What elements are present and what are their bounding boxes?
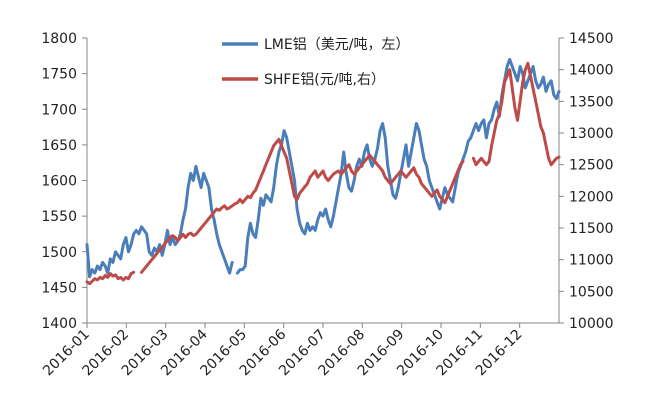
left-tick-label: 1800 [41, 31, 77, 47]
legend-label-shfe: SHFE铝(元/吨,右） [264, 72, 385, 88]
legend: LME铝（美元/吨，左） SHFE铝(元/吨,右） [222, 37, 409, 88]
right-axis-ticks: 10000 10500 11000 11500 12000 12500 13000 13500… [559, 31, 614, 332]
left-tick-label: 1750 [41, 67, 77, 83]
left-tick-label: 1500 [41, 245, 77, 261]
series-line-shfe [85, 61, 561, 286]
left-tick-label: 1400 [41, 316, 77, 332]
right-tick-label: 10000 [569, 316, 614, 332]
x-axis-ticks: 2016-012016-022016-032016-042016-052016-… [40, 323, 525, 379]
series-lines [85, 57, 561, 286]
right-tick-label: 10500 [569, 284, 614, 300]
right-tick-label: 13000 [569, 126, 614, 142]
right-tick-label: 12000 [569, 189, 614, 205]
left-tick-label: 1450 [41, 280, 77, 296]
left-tick-label: 1600 [41, 174, 77, 190]
right-tick-label: 11500 [569, 221, 614, 237]
right-tick-label: 13500 [569, 94, 614, 110]
series-line-lme [85, 57, 561, 279]
legend-label-lme: LME铝（美元/吨，左） [264, 37, 409, 53]
left-tick-label: 1700 [41, 102, 77, 118]
right-tick-label: 14500 [569, 31, 614, 47]
left-tick-label: 1650 [41, 138, 77, 154]
right-tick-label: 14000 [569, 63, 614, 79]
left-axis-ticks: 1400 1450 1500 1550 1600 1650 1700 1750 1800 [41, 31, 87, 332]
left-tick-label: 1550 [41, 209, 77, 225]
right-tick-label: 12500 [569, 158, 614, 174]
right-tick-label: 11000 [569, 253, 614, 269]
